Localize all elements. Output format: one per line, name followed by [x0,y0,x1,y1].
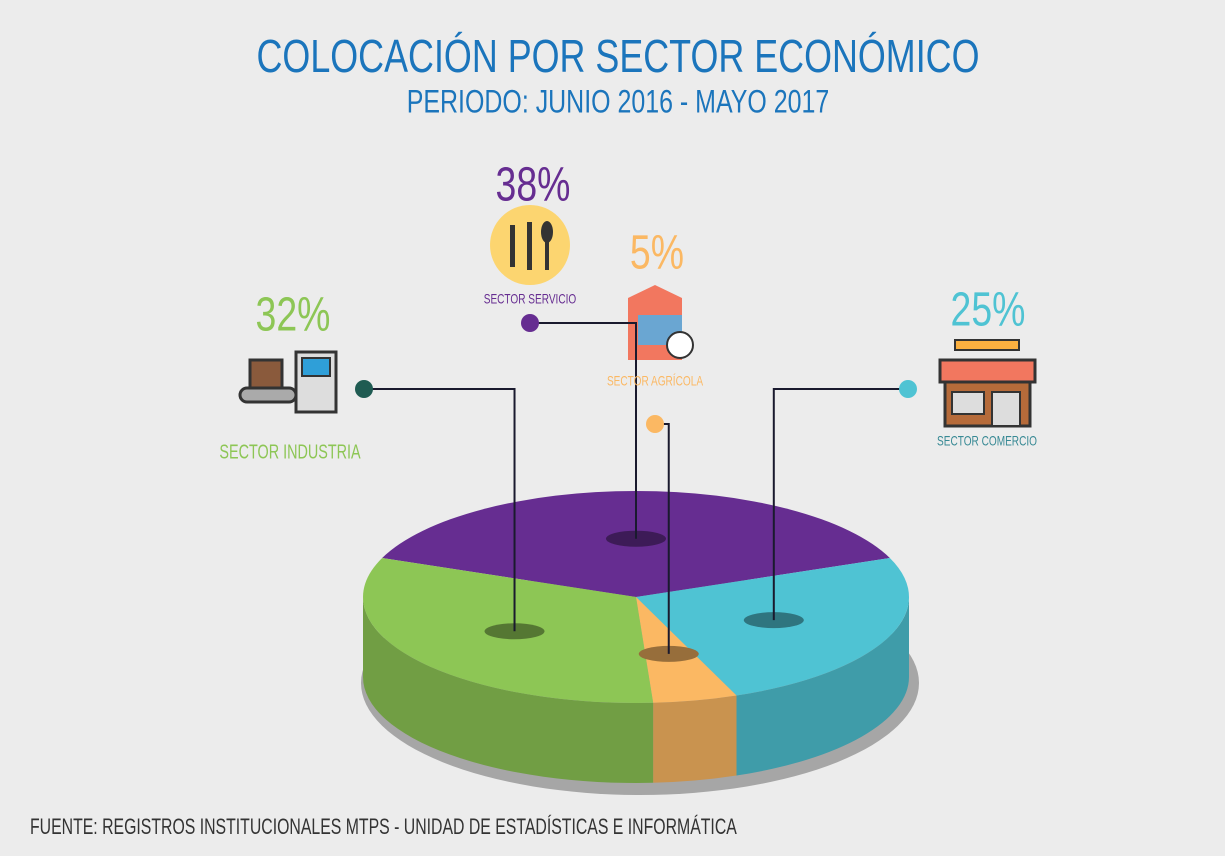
icon-servicio [490,205,570,285]
pointer-line [530,322,637,539]
pointer-dot [646,415,664,433]
category-label: SECTOR AGRÍCOLA [607,372,704,389]
pointer-dot [355,380,373,398]
pointer-dot [899,380,917,398]
pie-slice-side [736,597,909,776]
icon-industria [238,350,338,414]
pointer-line [364,388,516,632]
category-label: SECTOR COMERCIO [937,433,1037,449]
category-label: SECTOR SERVICIO [484,291,577,307]
value-label: 32% [256,288,331,342]
pointer-dot [521,314,539,332]
source-note: FUENTE: REGISTROS INSTITUCIONALES MTPS -… [30,815,737,839]
category-label: SECTOR INDUSTRIA [219,440,361,463]
pie-slice-side [653,695,737,783]
value-label: 5% [630,226,684,280]
chart-title: COLOCACIÓN POR SECTOR ECONÓMICO [257,31,980,82]
value-label: 25% [951,283,1026,337]
icon-agricola [628,285,694,360]
pointer-line [772,388,908,621]
value-label: 38% [496,158,571,212]
chart-subtitle: PERIODO: JUNIO 2016 - MAYO 2017 [407,85,829,121]
pie-slice-side [363,597,654,783]
icon-comercio [938,339,1037,428]
